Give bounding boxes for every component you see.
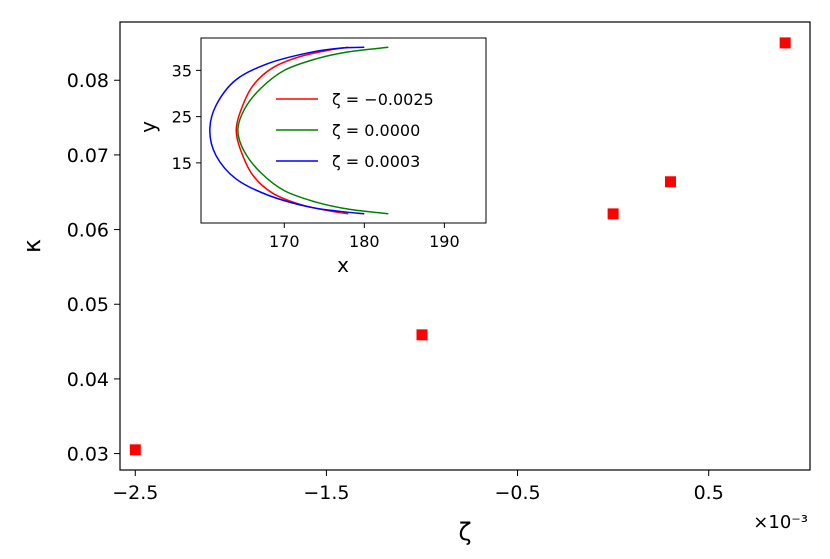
x-tick-label: 0.5: [694, 482, 724, 504]
data-point: [779, 37, 791, 49]
x-tick-label: −0.5: [494, 482, 540, 504]
x-axis-label: ζ: [458, 518, 471, 546]
legend-label: ζ = 0.0003: [332, 152, 420, 171]
inset-axis-ticks: 170 180 190 15 25 35: [172, 61, 460, 251]
y-tick-label: 0.08: [67, 70, 109, 92]
data-point: [129, 444, 141, 456]
legend-label: ζ = 0.0000: [332, 121, 420, 140]
inset-x-axis-label: x: [337, 253, 349, 277]
series-line: [209, 46, 365, 215]
inset-x-tick-label: 170: [269, 232, 300, 251]
data-point: [664, 176, 676, 188]
inset-series-lines: [209, 46, 389, 215]
series-line: [237, 46, 389, 215]
y-axis-label: κ: [18, 239, 46, 253]
inset-plot-frame: [200, 37, 487, 224]
legend-label: ζ = −0.0025: [332, 90, 434, 109]
y-tick-label: 0.04: [67, 369, 109, 391]
data-point: [607, 208, 619, 220]
inset-x-tick-label: 180: [349, 232, 380, 251]
inset-y-tick-label: 15: [172, 154, 192, 173]
main-axis-ticks: −2.5 −1.5 −0.5 0.5 0.03 0.04 0.05 0.06 0.07 0.08: [67, 70, 724, 504]
data-point: [416, 329, 428, 341]
y-tick-label: 0.06: [67, 220, 109, 242]
x-axis-scale-factor: ×10⁻³: [753, 512, 808, 533]
inset-y-axis-label: y: [136, 121, 160, 133]
inset-y-tick-label: 35: [172, 61, 192, 80]
main-data-points: [129, 37, 791, 456]
inset-y-tick-label: 25: [172, 108, 192, 127]
y-tick-label: 0.05: [67, 294, 109, 316]
inset-legend: ζ = −0.0025 ζ = 0.0000 ζ = 0.0003: [276, 90, 434, 171]
y-tick-label: 0.07: [67, 145, 109, 167]
x-tick-label: −2.5: [112, 482, 158, 504]
inset-x-tick-label: 190: [429, 232, 460, 251]
x-tick-label: −1.5: [303, 482, 349, 504]
y-tick-label: 0.03: [67, 444, 109, 466]
